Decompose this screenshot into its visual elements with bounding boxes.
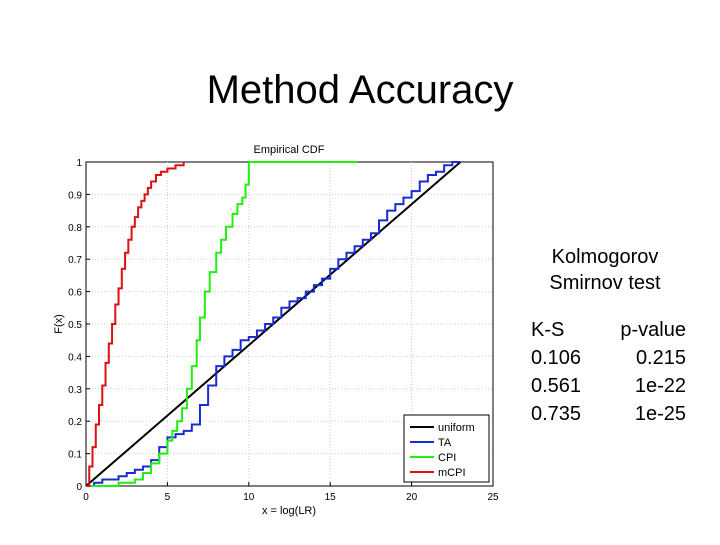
ks-table-row: 0.735 1e-25: [531, 400, 686, 428]
y-axis-label: F(x): [53, 314, 65, 334]
axis-ticks: 00.10.20.30.40.50.60.70.80.910 5 10 15 20 25: [68, 158, 499, 503]
ks-value: 0.735: [531, 403, 582, 425]
legend-label: TA: [438, 437, 452, 449]
y-tick-label: 0.8: [68, 223, 82, 234]
slide-title: Method Accuracy: [206, 68, 514, 112]
y-tick-label: 0.6: [68, 288, 82, 299]
gridlines: [86, 162, 493, 486]
y-tick-label: 0.9: [68, 190, 82, 201]
y-tick-label: 0: [76, 482, 82, 493]
x-tick-label: 5: [165, 492, 171, 503]
y-tick-label: 0.1: [68, 450, 82, 461]
y-tick-label: 1: [76, 158, 82, 169]
p-value: 0.215: [635, 347, 686, 369]
legend: uniform TA CPI mCPI: [403, 414, 490, 483]
p-value: 1e-25: [634, 403, 686, 425]
series-lines: [85, 161, 462, 487]
ks-table-row: 0.106 0.215: [531, 344, 686, 372]
x-tick-label: 10: [243, 492, 255, 503]
ks-table-header: K-S p-value: [531, 316, 686, 344]
ks-heading: Kolmogorov Smirnov test: [520, 244, 690, 296]
x-axis-label: x = log(LR): [262, 505, 316, 517]
y-tick-label: 0.5: [68, 320, 82, 331]
legend-label: uniform: [438, 422, 475, 434]
series-line-mcpi: [86, 162, 185, 487]
ks-table: K-S p-value 0.106 0.215 0.561 1e-22 0.73…: [531, 316, 686, 428]
pvalue-column-header: p-value: [620, 319, 686, 341]
legend-label: mCPI: [438, 467, 466, 479]
x-tick-label: 15: [325, 492, 337, 503]
ks-table-row: 0.561 1e-22: [531, 372, 686, 400]
y-tick-label: 0.4: [68, 352, 82, 363]
chart-title: Empirical CDF: [254, 144, 325, 156]
legend-label: CPI: [438, 452, 456, 464]
ks-heading-line1: Kolmogorov: [551, 246, 659, 268]
y-tick-label: 0.2: [68, 417, 82, 428]
series-line-cpi: [86, 161, 358, 487]
ks-heading-line2: Smirnov test: [549, 272, 661, 294]
x-tick-label: 0: [83, 492, 89, 503]
x-tick-label: 20: [406, 492, 418, 503]
series-line-ta: [86, 161, 461, 487]
p-value: 1e-22: [634, 375, 686, 397]
y-tick-label: 0.3: [68, 385, 82, 396]
x-tick-label: 25: [487, 492, 499, 503]
ks-value: 0.106: [531, 347, 582, 369]
y-tick-label: 0.7: [68, 255, 82, 266]
ks-column-header: K-S: [531, 319, 565, 341]
ks-value: 0.561: [531, 375, 582, 397]
